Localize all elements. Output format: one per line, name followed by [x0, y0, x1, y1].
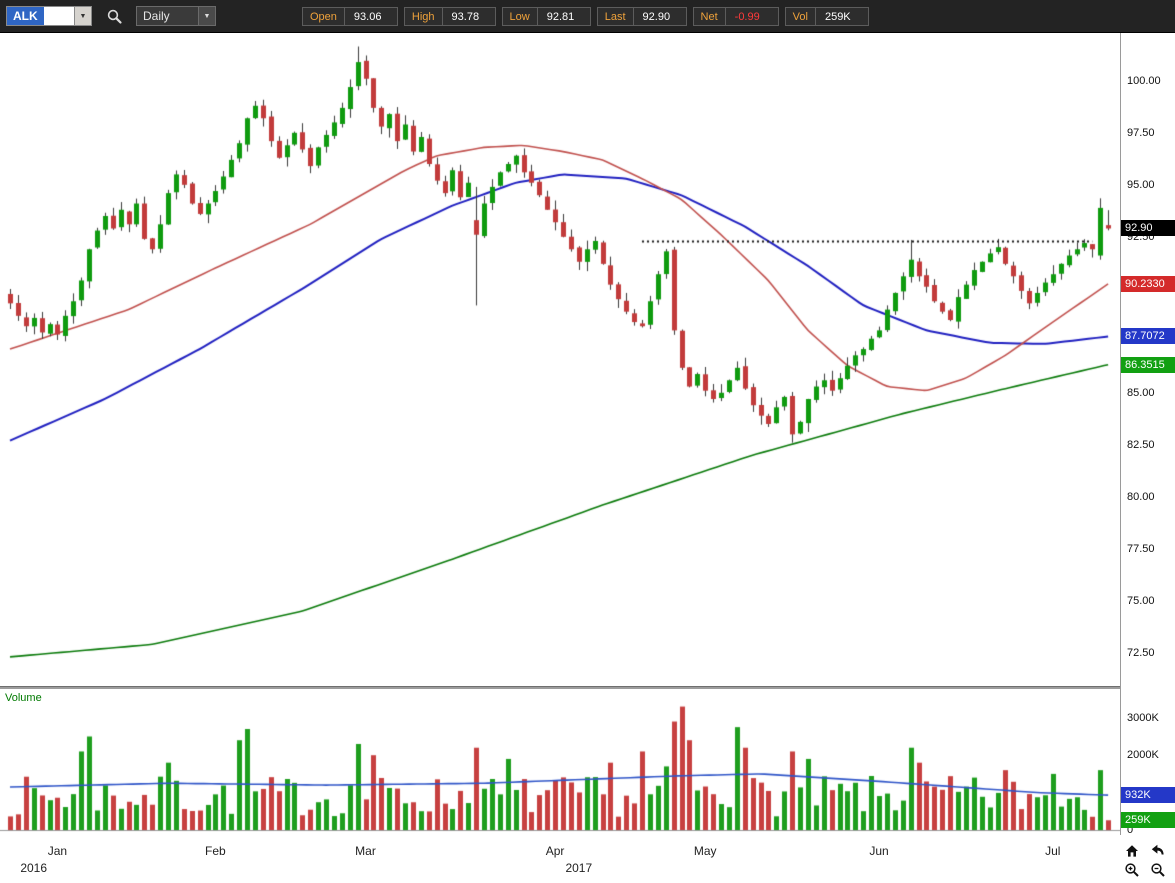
price-tick-label: 100.00	[1127, 74, 1161, 87]
timeframe-value[interactable]: Daily	[143, 9, 170, 23]
volume-tick-label: 3000K	[1127, 711, 1159, 724]
price-tick-label: 72.50	[1127, 646, 1155, 659]
high-value: 93.78	[442, 7, 495, 25]
time-axis[interactable]: Jan Feb Mar Apr May Jun Jul 2016 2017	[0, 835, 1175, 883]
quote-field-open: Open 93.06	[302, 6, 398, 26]
volume-tick-label: 2000K	[1127, 749, 1159, 762]
volume-pane-title: Volume	[5, 692, 42, 704]
year-label: 2016	[20, 861, 48, 875]
quote-bar: Open 93.06 High 93.78 Low 92.81 Last 92.…	[302, 6, 869, 26]
undo-button[interactable]	[1145, 840, 1171, 860]
vol-value: 259K	[815, 7, 868, 25]
year-label: 2017	[565, 861, 593, 875]
toolbar: ALK ▼ Daily ▼ Open 93.06 High 93.78 Low …	[0, 0, 1175, 33]
net-label: Net	[693, 7, 726, 25]
chart-nav-icons	[1119, 840, 1171, 880]
quote-field-net: Net -0.99	[692, 6, 779, 26]
quote-field-low: Low 92.81	[501, 6, 591, 26]
volume-pane[interactable]	[0, 689, 1120, 835]
last-value: 92.90	[633, 7, 686, 25]
pane-divider[interactable]	[0, 686, 1175, 689]
timeframe-dropdown-arrow-icon[interactable]: ▼	[198, 7, 215, 25]
zoom-in-button[interactable]	[1119, 860, 1145, 880]
volume-marker-volume-ma-value: 932K	[1121, 787, 1175, 804]
quote-field-high: High 93.78	[403, 6, 496, 26]
low-label: Low	[502, 7, 538, 25]
last-label: Last	[597, 7, 634, 25]
volume-tick-label: 0	[1127, 824, 1134, 836]
symbol-input[interactable]: ALK	[7, 7, 44, 25]
price-tick-label: 95.00	[1127, 178, 1155, 191]
symbol-input-blank[interactable]	[43, 7, 74, 25]
month-label: Apr	[545, 844, 565, 858]
price-tick-label: 97.50	[1127, 126, 1155, 139]
price-marker-ma-slow-value: 86.3515	[1121, 356, 1175, 373]
timeframe-combo[interactable]: Daily ▼	[136, 6, 216, 26]
price-marker-last-price: 92.90	[1121, 220, 1175, 237]
month-label: Jan	[47, 844, 68, 858]
price-chart-pane[interactable]	[0, 33, 1120, 686]
symbol-combo[interactable]: ALK ▼	[6, 6, 92, 26]
open-value: 93.06	[344, 7, 397, 25]
vol-label: Vol	[785, 7, 816, 25]
search-button[interactable]	[102, 5, 126, 27]
volume-canvas[interactable]	[0, 689, 1120, 835]
undo-icon	[1151, 844, 1164, 855]
search-icon	[107, 9, 122, 24]
month-label: May	[693, 844, 717, 858]
zoom-out-button[interactable]	[1145, 860, 1171, 880]
high-label: High	[404, 7, 443, 25]
zoom-in-icon	[1125, 863, 1139, 877]
month-label: Jun	[869, 844, 889, 858]
price-tick-label: 75.00	[1127, 594, 1155, 607]
home-button[interactable]	[1119, 840, 1145, 860]
price-marker-ma-fast-value: 90.2330	[1121, 275, 1175, 292]
symbol-dropdown-arrow-icon[interactable]: ▼	[74, 7, 91, 25]
net-value: -0.99	[725, 7, 778, 25]
price-marker-ma-mid-value: 87.7072	[1121, 328, 1175, 345]
quote-field-vol: Vol 259K	[784, 6, 869, 26]
price-chart-canvas[interactable]	[0, 33, 1120, 686]
price-axis[interactable]: 100.0097.5095.0092.5090.0087.5085.0082.5…	[1120, 33, 1175, 836]
zoom-out-icon	[1151, 863, 1165, 877]
price-tick-label: 77.50	[1127, 542, 1155, 555]
month-label: Feb	[205, 844, 226, 858]
month-label: Mar	[355, 844, 376, 858]
price-tick-label: 82.50	[1127, 438, 1155, 451]
price-tick-label: 80.00	[1127, 490, 1155, 503]
month-label: Jul	[1045, 844, 1061, 858]
volume-marker-last-volume: 259K	[1121, 812, 1175, 829]
open-label: Open	[303, 7, 345, 25]
home-icon	[1126, 844, 1138, 857]
low-value: 92.81	[537, 7, 590, 25]
price-tick-label: 85.00	[1127, 386, 1155, 399]
quote-field-last: Last 92.90	[596, 6, 687, 26]
